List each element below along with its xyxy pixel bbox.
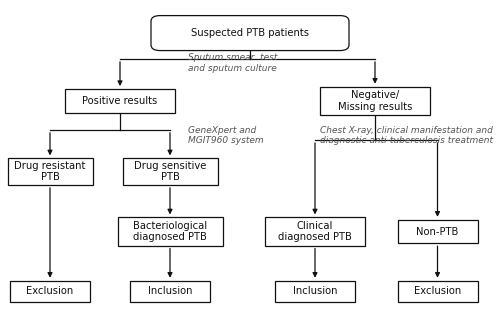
Text: Exclusion: Exclusion [26,286,74,296]
FancyBboxPatch shape [10,281,90,302]
Text: Exclusion: Exclusion [414,286,461,296]
Text: GeneXpert and
MGIT960 system: GeneXpert and MGIT960 system [188,126,263,145]
FancyBboxPatch shape [118,217,222,246]
Text: Inclusion: Inclusion [293,286,337,296]
Text: Positive results: Positive results [82,96,158,106]
FancyBboxPatch shape [398,281,477,302]
FancyBboxPatch shape [65,89,175,112]
FancyBboxPatch shape [320,87,430,115]
Text: Inclusion: Inclusion [148,286,192,296]
FancyBboxPatch shape [398,220,477,243]
Text: Drug sensitive
PTB: Drug sensitive PTB [134,161,206,182]
Text: Negative/
Missing results: Negative/ Missing results [338,90,412,112]
Text: Sputum smear  test
and sputum culture: Sputum smear test and sputum culture [188,53,277,73]
FancyBboxPatch shape [265,217,365,246]
Text: Bacteriological
diagnosed PTB: Bacteriological diagnosed PTB [133,221,207,242]
FancyBboxPatch shape [8,158,92,185]
FancyBboxPatch shape [130,281,210,302]
Text: Drug resistant
PTB: Drug resistant PTB [14,161,86,182]
Text: Suspected PTB patients: Suspected PTB patients [191,28,309,38]
FancyBboxPatch shape [275,281,355,302]
FancyBboxPatch shape [151,15,349,50]
Text: Non-PTB: Non-PTB [416,226,459,237]
Text: Chest X-ray, clinical manifestation and
diagnostic anti-tuberculosis treatment: Chest X-ray, clinical manifestation and … [320,126,493,145]
FancyBboxPatch shape [122,158,218,185]
Text: Clinical
diagnosed PTB: Clinical diagnosed PTB [278,221,352,242]
